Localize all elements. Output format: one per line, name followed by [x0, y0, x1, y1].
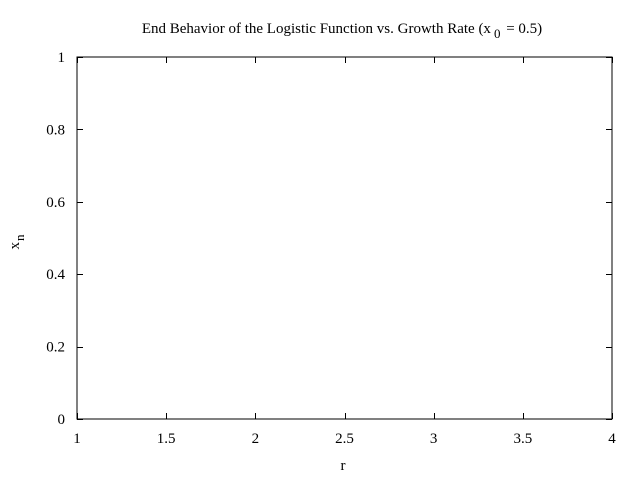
x-tick-label-6: 4	[608, 431, 616, 447]
chart-title-suffix: = 0.5)	[502, 21, 542, 37]
x-tick-label-4: 3	[430, 431, 438, 447]
chart-title-subscript: 0	[494, 26, 501, 41]
chart-title-prefix: End Behavior of the Logistic Function vs…	[142, 21, 492, 37]
x-tick-label-1: 1.5	[157, 431, 176, 447]
y-tick-label-2: 0.4	[46, 267, 65, 283]
x-tick-label-2: 2	[252, 431, 260, 447]
y-axis-label-base: x	[7, 242, 23, 250]
y-tick-label-4: 0.8	[46, 122, 65, 138]
x-tick-label-0: 1	[73, 431, 81, 447]
y-tick-label-5: 1	[58, 50, 66, 66]
y-tick-label-0: 0	[58, 412, 66, 428]
x-tick-label-3: 2.5	[335, 431, 354, 447]
x-tick-label-5: 3.5	[513, 431, 532, 447]
y-tick-label-1: 0.2	[46, 340, 65, 356]
x-axis-label: r	[341, 458, 346, 474]
y-axis-label-subscript: n	[12, 234, 27, 241]
y-tick-label-3: 0.6	[46, 195, 65, 211]
